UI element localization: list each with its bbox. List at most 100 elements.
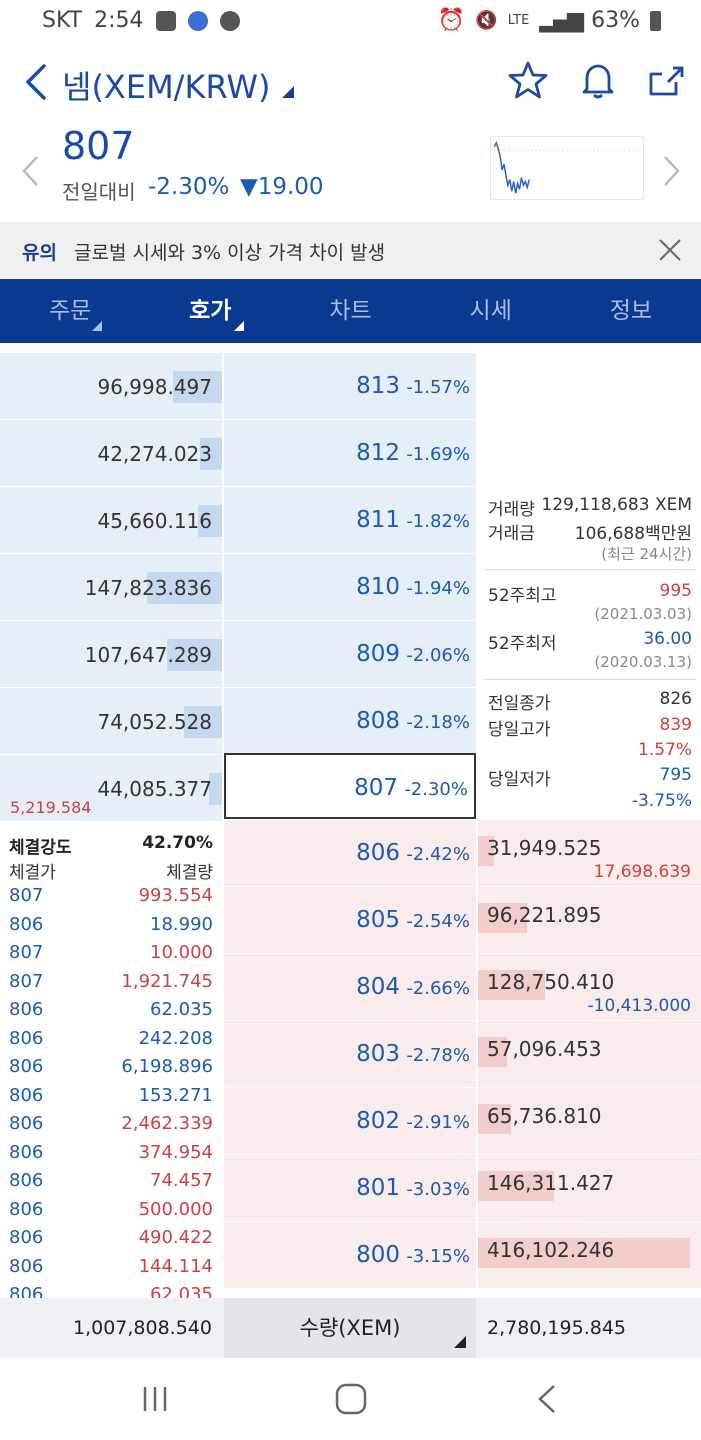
back-arrow-icon[interactable] bbox=[18, 60, 58, 104]
coin-selector-caret[interactable] bbox=[282, 86, 294, 98]
bid-volume-cell[interactable]: 57,096.453 bbox=[478, 1021, 701, 1087]
notice-tag: 유의 bbox=[22, 242, 57, 264]
ask-price-cell[interactable]: 808 -2.18% bbox=[224, 688, 476, 754]
back-button[interactable] bbox=[18, 60, 58, 104]
ask-volume-cell[interactable]: 45,660.116 bbox=[0, 487, 222, 553]
trade-volume: 144.114 bbox=[138, 1255, 213, 1277]
ask-price: 812 bbox=[356, 440, 400, 466]
bid-price: 801 bbox=[356, 1175, 400, 1201]
ask-volume-cell[interactable]: 147,823.836 bbox=[0, 554, 222, 620]
bid-price-cell[interactable]: 805 -2.54% bbox=[224, 887, 476, 953]
ask-volume-bar bbox=[197, 505, 222, 537]
tab-0[interactable]: 주문 bbox=[0, 279, 140, 343]
current-price: 807 bbox=[62, 124, 135, 168]
ask-volume-cell[interactable]: 96,998.497 bbox=[0, 353, 222, 419]
bid-volume-bar bbox=[478, 903, 528, 933]
ask-volume-cell[interactable]: 44,085.377 bbox=[0, 755, 222, 821]
bid-price: 800 bbox=[356, 1242, 400, 1268]
carrier: SKT bbox=[42, 8, 83, 33]
ask-volume-bar bbox=[199, 438, 222, 470]
bid-rate: -3.15% bbox=[406, 1246, 470, 1267]
home-icon[interactable] bbox=[334, 1382, 368, 1416]
high52-value: 995 bbox=[659, 581, 692, 601]
bid-price-cell[interactable]: 804 -2.66% bbox=[224, 954, 476, 1020]
bid-price-cell[interactable]: 800 -3.15% bbox=[224, 1222, 476, 1288]
trade-row: 806 18.990 bbox=[0, 912, 222, 940]
bid-volume-bar bbox=[478, 1104, 512, 1134]
trade-row: 806 500.000 bbox=[0, 1197, 222, 1225]
bid-volume-bar bbox=[478, 1037, 507, 1067]
bid-volume: 57,096.453 bbox=[487, 1037, 602, 1061]
bid-volume-bar bbox=[478, 970, 545, 1000]
bid-volume-cell[interactable]: 416,102.246 bbox=[478, 1222, 701, 1288]
period-note: (최근 24시간) bbox=[601, 545, 692, 563]
app-header: 넴(XEM/KRW) bbox=[0, 42, 701, 124]
bid-price-cell[interactable]: 803 -2.78% bbox=[224, 1021, 476, 1087]
recent-trades[interactable]: 체결강도 42.70% 체결가 체결량 807 993.554 806 18.990 8… bbox=[0, 821, 222, 1298]
ask-price: 810 bbox=[356, 574, 400, 600]
trade-volume: 10.000 bbox=[150, 942, 213, 963]
tab-2[interactable]: 차트 bbox=[280, 279, 420, 343]
trade-row: 806 74.457 bbox=[0, 1168, 222, 1196]
trade-volume-label: 거래량 bbox=[488, 500, 535, 520]
bid-volume-cell[interactable]: 31,949.525 17,698.639 bbox=[478, 820, 701, 886]
bid-volume-bar bbox=[478, 1238, 690, 1268]
close-icon[interactable] bbox=[656, 236, 684, 264]
recent-apps-icon[interactable] bbox=[140, 1384, 170, 1414]
chat-icon bbox=[219, 10, 240, 31]
bid-price-cell[interactable]: 806 -2.42% bbox=[224, 820, 476, 886]
ask-volume: 96,998.497 bbox=[97, 375, 212, 399]
gallery-icon bbox=[155, 10, 176, 31]
mini-price-chart[interactable] bbox=[490, 136, 644, 200]
back-nav-icon[interactable] bbox=[534, 1382, 560, 1416]
current-price-marker[interactable]: 807 -2.30% bbox=[224, 753, 476, 819]
ask-price-cell[interactable]: 811 -1.82% bbox=[224, 487, 476, 553]
trade-amount-label: 거래금 bbox=[488, 524, 535, 544]
high52-date: (2021.03.03) bbox=[594, 605, 692, 623]
prev-coin-chevron-icon[interactable] bbox=[20, 154, 42, 188]
trade-price: 806 bbox=[9, 1255, 44, 1277]
next-coin-chevron-icon[interactable] bbox=[660, 154, 682, 188]
ask-volume: 42,274.023 bbox=[97, 442, 212, 466]
notice-text: 글로벌 시세와 3% 이상 가격 차이 발생 bbox=[74, 242, 386, 264]
warning-notice: 유의 글로벌 시세와 3% 이상 가격 차이 발생 bbox=[0, 222, 701, 278]
network-type: LTE bbox=[507, 13, 530, 28]
page-title[interactable]: 넴(XEM/KRW) bbox=[62, 68, 271, 106]
unit-selector[interactable]: 수량(XEM) bbox=[224, 1298, 476, 1358]
bid-volume-bar bbox=[478, 1171, 554, 1201]
ask-volume-cell[interactable]: 107,647.289 bbox=[0, 621, 222, 687]
trade-row: 806 6,198.896 bbox=[0, 1054, 222, 1082]
ask-price-cell[interactable]: 809 -2.06% bbox=[224, 621, 476, 687]
ask-price-cell[interactable]: 812 -1.69% bbox=[224, 420, 476, 486]
bid-volume-cell[interactable]: 128,750.410 -10,413.000 bbox=[478, 954, 701, 1020]
bid-volume-cell[interactable]: 146,311.427 bbox=[478, 1155, 701, 1221]
ask-volume-cell[interactable]: 42,274.023 bbox=[0, 420, 222, 486]
current-price-rate: -2.30% bbox=[404, 779, 468, 800]
unit-selector-caret[interactable] bbox=[454, 1336, 466, 1348]
bell-icon[interactable] bbox=[578, 60, 618, 100]
bid-price-cell[interactable]: 801 -3.03% bbox=[224, 1155, 476, 1221]
bid-price-cell[interactable]: 802 -2.91% bbox=[224, 1088, 476, 1154]
bid-price: 805 bbox=[356, 907, 400, 933]
ask-price: 809 bbox=[356, 641, 400, 667]
trade-price-header: 체결가 bbox=[9, 863, 56, 883]
trade-price: 807 bbox=[9, 970, 44, 992]
ask-volume-cell[interactable]: 74,052.528 bbox=[0, 688, 222, 754]
trade-volume-value: 129,118,683 XEM bbox=[541, 495, 692, 515]
star-icon[interactable] bbox=[508, 60, 548, 100]
tab-4[interactable]: 정보 bbox=[561, 279, 701, 343]
tab-1[interactable]: 호가 bbox=[140, 279, 280, 343]
bid-volume-cell[interactable]: 96,221.895 bbox=[478, 887, 701, 953]
bid-rate: -2.91% bbox=[406, 1112, 470, 1133]
ask-price-cell[interactable]: 810 -1.94% bbox=[224, 554, 476, 620]
ask-volume-bar bbox=[173, 371, 222, 403]
tab-label: 시세 bbox=[469, 298, 512, 324]
ask-price-cell[interactable]: 813 -1.57% bbox=[224, 353, 476, 419]
bid-volume-cell[interactable]: 65,736.810 bbox=[478, 1088, 701, 1154]
ask-volume: 74,052.528 bbox=[97, 710, 212, 734]
tab-label: 주문 bbox=[48, 298, 92, 324]
share-icon[interactable] bbox=[646, 60, 686, 100]
clock: 2:54 bbox=[94, 8, 144, 33]
tab-3[interactable]: 시세 bbox=[421, 279, 561, 343]
trade-price: 806 bbox=[9, 913, 44, 935]
